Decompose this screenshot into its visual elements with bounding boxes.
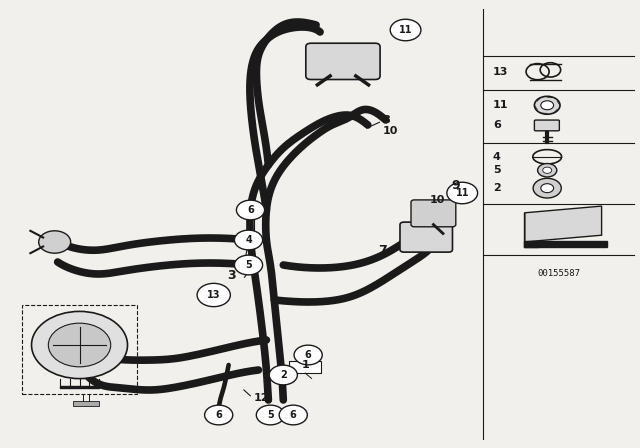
Circle shape bbox=[236, 200, 264, 220]
Text: 4: 4 bbox=[245, 235, 252, 245]
Text: 5: 5 bbox=[493, 165, 500, 175]
Bar bbox=[524, 241, 607, 247]
Circle shape bbox=[541, 101, 554, 110]
Text: 6: 6 bbox=[305, 350, 312, 360]
Circle shape bbox=[538, 164, 557, 177]
Text: 11: 11 bbox=[399, 25, 412, 35]
Circle shape bbox=[38, 231, 70, 253]
Bar bbox=[289, 361, 321, 373]
Text: 6: 6 bbox=[247, 205, 254, 215]
Text: 1: 1 bbox=[301, 360, 309, 370]
Text: 00155587: 00155587 bbox=[537, 269, 580, 278]
Bar bbox=[22, 305, 137, 394]
Circle shape bbox=[49, 323, 111, 367]
Circle shape bbox=[447, 182, 477, 204]
Circle shape bbox=[234, 255, 262, 275]
Circle shape bbox=[534, 96, 560, 114]
FancyBboxPatch shape bbox=[534, 120, 559, 131]
FancyBboxPatch shape bbox=[306, 43, 380, 79]
Circle shape bbox=[541, 184, 554, 193]
Text: 5: 5 bbox=[267, 410, 274, 420]
Text: 12: 12 bbox=[253, 393, 269, 403]
Circle shape bbox=[294, 345, 322, 365]
Circle shape bbox=[256, 405, 284, 425]
Circle shape bbox=[197, 283, 230, 306]
Text: 6: 6 bbox=[493, 121, 500, 130]
Text: 4: 4 bbox=[493, 152, 500, 162]
Text: 3: 3 bbox=[227, 268, 236, 281]
Text: 13: 13 bbox=[493, 67, 508, 77]
Text: 2: 2 bbox=[280, 370, 287, 380]
Text: 2: 2 bbox=[493, 183, 500, 193]
Circle shape bbox=[269, 365, 298, 385]
Polygon shape bbox=[525, 206, 602, 242]
FancyBboxPatch shape bbox=[400, 222, 452, 252]
Circle shape bbox=[31, 311, 127, 379]
Text: 13: 13 bbox=[207, 290, 220, 300]
Text: 10: 10 bbox=[383, 126, 398, 136]
Circle shape bbox=[234, 230, 262, 250]
Text: 8: 8 bbox=[383, 115, 390, 125]
Text: 11: 11 bbox=[493, 100, 508, 110]
Text: 6: 6 bbox=[215, 410, 222, 420]
Bar bbox=[60, 386, 99, 388]
Circle shape bbox=[533, 178, 561, 198]
Text: 11: 11 bbox=[456, 188, 469, 198]
Circle shape bbox=[279, 405, 307, 425]
FancyBboxPatch shape bbox=[411, 200, 456, 227]
Text: 5: 5 bbox=[245, 260, 252, 270]
Text: 9: 9 bbox=[451, 178, 460, 191]
Circle shape bbox=[205, 405, 233, 425]
Circle shape bbox=[390, 19, 421, 41]
Circle shape bbox=[543, 167, 552, 173]
Bar bbox=[73, 401, 99, 406]
Text: 6: 6 bbox=[290, 410, 296, 420]
Text: 10: 10 bbox=[429, 195, 445, 205]
Text: 7: 7 bbox=[378, 244, 387, 257]
